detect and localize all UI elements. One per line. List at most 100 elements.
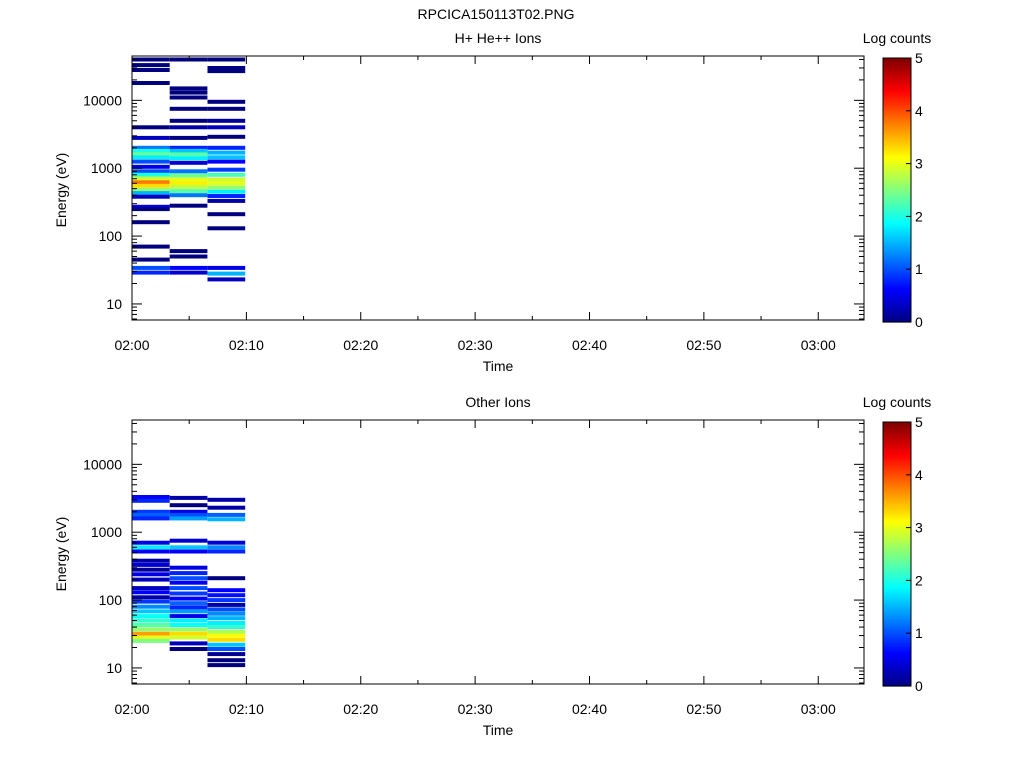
heatmap-cell [207, 611, 246, 616]
heatmap-cell [169, 623, 208, 627]
colorbar-segment [883, 141, 911, 145]
colorbar-segment [883, 507, 911, 511]
panel-2: 02:00 02:10 02:20 02:30 02:40 02:50 03:0010100… [53, 394, 931, 738]
plot-frame [131, 55, 865, 321]
colorbar-segment [883, 289, 911, 292]
colorbar-segment [883, 655, 911, 658]
heatmap-cell [132, 614, 170, 619]
colorbar-segment [883, 242, 911, 246]
colorbar-segment [883, 236, 911, 239]
heatmap-cell [207, 150, 246, 155]
colorbar-segment [883, 635, 911, 639]
colorbar-segment [883, 238, 911, 242]
colorbar-segment [883, 518, 911, 522]
colorbar-segment [883, 450, 911, 454]
heatmap-cell [207, 66, 246, 70]
heatmap-cell [207, 194, 246, 198]
colorbar-segment [883, 139, 911, 143]
heatmap-cell [169, 512, 208, 517]
heatmap-cell [132, 545, 170, 550]
colorbar-segment [883, 573, 911, 577]
heatmap-cell [132, 155, 170, 160]
heatmap-cell [207, 637, 246, 642]
x-tick-label: 02:30 [458, 337, 493, 353]
colorbar-segment [883, 529, 911, 533]
colorbar-segment [883, 269, 911, 272]
colorbar-segment [883, 201, 911, 204]
heatmap-cell [132, 148, 170, 153]
colorbar-segment [883, 602, 911, 606]
colorbar-segment [883, 479, 911, 482]
colorbar-segment [883, 218, 911, 222]
heatmap-cell [207, 277, 246, 282]
colorbar-tick-label: 0 [915, 314, 923, 330]
heatmap-cell [169, 516, 208, 521]
colorbar-segment [883, 247, 911, 250]
colorbar-segment [883, 256, 911, 259]
heatmap-cell [132, 495, 170, 499]
heatmap-cell [169, 618, 208, 623]
heatmap-cell [169, 184, 208, 189]
colorbar-segment [883, 679, 911, 683]
colorbar-frame [882, 57, 912, 323]
colorbar-segment [883, 198, 911, 202]
y-tick-label: 100 [99, 592, 123, 608]
colorbar-segment [883, 435, 911, 438]
colorbar-segment [883, 494, 911, 498]
heatmap-cell [207, 616, 246, 621]
colorbar-segment [883, 556, 911, 559]
colorbar-segment [883, 124, 911, 127]
colorbar-segment [883, 631, 911, 634]
heatmap-cell [132, 558, 170, 563]
heatmap-cell [169, 173, 208, 178]
heatmap-cell [207, 512, 246, 517]
colorbar-segment [883, 183, 911, 187]
heatmap-cell [132, 590, 170, 595]
colorbar-segment [883, 69, 911, 72]
colorbar-segment [883, 203, 911, 206]
heatmap-cell [169, 95, 208, 100]
heatmap-cell [132, 164, 170, 169]
figure-title: RPCICA150113T02.PNG [418, 6, 575, 22]
colorbar-segment [883, 174, 911, 178]
colorbar-segment [883, 521, 911, 524]
colorbar-segment [883, 159, 911, 162]
colorbar-segment [883, 455, 911, 458]
colorbar-segment [883, 525, 911, 529]
colorbar-segment [883, 485, 911, 489]
colorbar-segment [883, 433, 911, 436]
colorbar-segment [883, 293, 911, 297]
colorbar-segment [883, 604, 911, 608]
heatmap-cell [207, 99, 246, 104]
colorbar-tick-label: 3 [915, 156, 923, 172]
heatmap-cell [207, 647, 246, 651]
heatmap-cell [169, 495, 208, 500]
heatmap-cell [207, 633, 246, 638]
colorbar-segment [883, 538, 911, 542]
colorbar-segment [883, 194, 911, 198]
colorbar-segment [883, 567, 911, 570]
colorbar-segment [883, 578, 911, 581]
heatmap-cell [207, 545, 246, 550]
colorbar-segment [883, 192, 911, 195]
y-tick-label: 10 [106, 660, 122, 676]
heatmap-cell [207, 106, 246, 111]
heatmap-cell [132, 180, 170, 185]
colorbar-segment [883, 80, 911, 83]
heatmap-cell [132, 183, 170, 188]
colorbar-tick-label: 5 [915, 414, 923, 430]
heatmap-cell [207, 181, 246, 186]
colorbar-segment [883, 536, 911, 540]
heatmap-cell [207, 505, 246, 510]
colorbar-segment [883, 661, 911, 665]
colorbar-segment [883, 437, 911, 441]
heatmap-cell [207, 663, 246, 668]
heatmap-cell [207, 125, 246, 130]
colorbar-segment [883, 150, 911, 154]
heatmap-cell [132, 540, 170, 545]
colorbar-segment [883, 540, 911, 544]
colorbar-segment [883, 137, 911, 140]
colorbar-segment [883, 82, 911, 85]
x-tick-label: 02:20 [343, 701, 378, 717]
heatmap-cell [169, 125, 208, 130]
